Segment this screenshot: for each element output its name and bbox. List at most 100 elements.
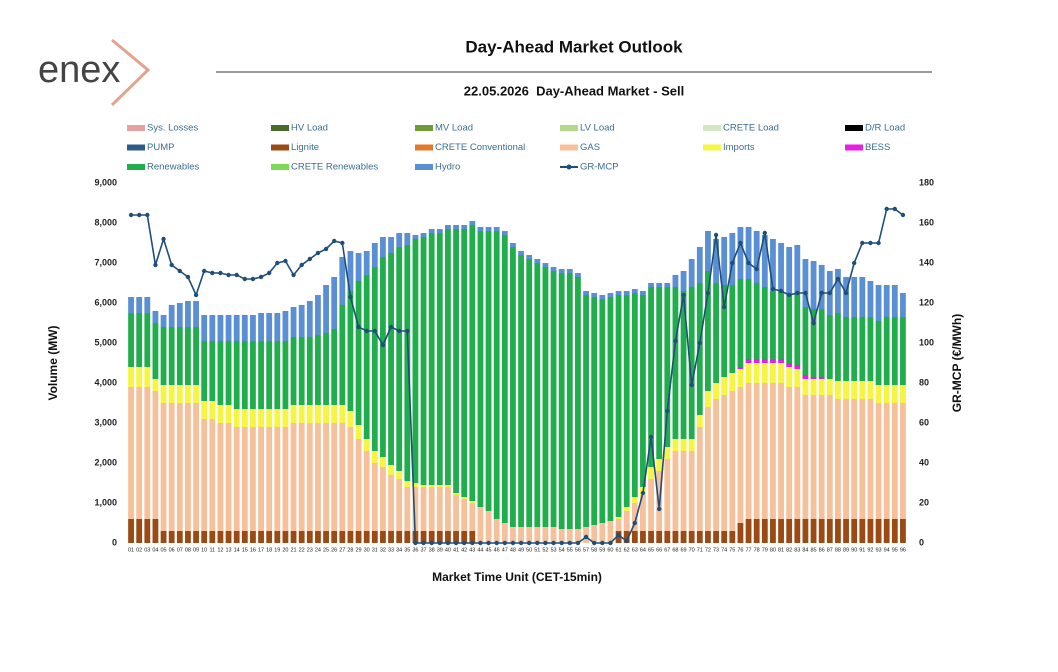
bar-segment — [469, 225, 476, 501]
bar-segment — [859, 317, 866, 381]
bar-segment — [315, 405, 321, 423]
y2-tick-label: 100 — [919, 337, 934, 347]
bar-segment — [875, 519, 882, 543]
price-marker — [624, 538, 629, 544]
bar-segment — [168, 327, 175, 385]
bar-segment — [648, 479, 654, 531]
bar-segment — [672, 439, 679, 451]
x-tick-label: 43 — [469, 547, 475, 553]
bar-segment — [818, 377, 825, 379]
bar-segment — [176, 403, 183, 531]
bar-segment — [380, 257, 386, 457]
legend-swatch — [127, 125, 145, 131]
bar-segment — [136, 367, 143, 387]
bar-segment — [753, 359, 760, 363]
bar-segment — [193, 385, 199, 403]
x-tick-label: 19 — [274, 547, 280, 553]
bar-segment — [542, 267, 549, 527]
x-tick-label: 11 — [209, 547, 215, 553]
price-marker — [705, 290, 711, 296]
price-marker — [348, 294, 353, 300]
x-tick-label: 69 — [681, 547, 687, 553]
x-tick-label: 10 — [201, 547, 207, 553]
price-marker — [681, 292, 686, 298]
bar-segment — [436, 531, 443, 543]
bar-segment — [209, 419, 216, 531]
bar-segment — [810, 519, 817, 543]
bar-segment — [363, 531, 370, 543]
bar-segment — [770, 239, 776, 291]
bar-segment — [696, 427, 703, 531]
bar-segment — [339, 531, 346, 543]
bar-segment — [266, 409, 273, 427]
x-tick-label: 57 — [583, 547, 589, 553]
legend-swatch — [560, 144, 578, 151]
bar-segment — [250, 315, 256, 341]
price-marker — [461, 540, 467, 546]
price-marker — [323, 246, 329, 252]
price-marker — [656, 506, 662, 512]
bar-segment — [688, 451, 695, 531]
bar-segment — [501, 231, 508, 235]
bar-segment — [891, 403, 898, 519]
bar-segment — [664, 531, 671, 543]
bar-segment — [404, 487, 411, 531]
bar-segment — [640, 295, 646, 487]
y-tick-label: 2,000 — [94, 457, 117, 467]
bar-segment — [826, 395, 833, 519]
bar-segment — [404, 531, 411, 543]
bar-segment — [794, 365, 801, 369]
bar-segment — [648, 467, 654, 479]
y2-tick-label: 180 — [919, 177, 934, 187]
x-tick-label: 26 — [331, 547, 337, 553]
bar-segment — [428, 531, 435, 543]
bar-segment — [810, 261, 817, 309]
bar-segment — [176, 327, 183, 385]
bar-segment — [274, 341, 281, 409]
bar-segment — [209, 341, 216, 401]
price-marker — [811, 320, 816, 326]
bar-segment — [778, 359, 784, 363]
bar-segment — [851, 519, 858, 543]
bar-segment — [623, 507, 630, 511]
bar-segment — [176, 303, 183, 327]
bar-segment — [786, 363, 793, 367]
bar-segment — [290, 531, 297, 543]
y2-tick-label: 0 — [919, 537, 924, 547]
bar-segment — [363, 251, 370, 275]
bar-segment — [298, 423, 305, 531]
bar-segment — [745, 383, 752, 519]
bar-segment — [290, 337, 297, 405]
bar-segment — [526, 255, 533, 259]
bar-segment — [615, 295, 622, 517]
y-tick-label: 5,000 — [94, 337, 117, 347]
x-tick-label: 27 — [339, 547, 345, 553]
bar-segment — [128, 387, 134, 519]
bar-segment — [615, 519, 622, 531]
bar-segment — [201, 531, 208, 543]
y2-tick-label: 140 — [919, 257, 934, 267]
x-tick-label: 67 — [664, 547, 670, 553]
x-tick-label: 06 — [169, 547, 175, 553]
bar-segment — [315, 295, 321, 335]
bar-segment — [810, 395, 817, 519]
x-tick-label: 47 — [502, 547, 508, 553]
bar-segment — [875, 385, 882, 403]
x-tick-label: 78 — [754, 547, 760, 553]
bar-segment — [843, 317, 849, 381]
bar-segment — [152, 323, 159, 379]
y-tick-label: 9,000 — [94, 177, 117, 187]
bar-segment — [883, 317, 890, 385]
bar-segment — [445, 229, 451, 485]
bar-segment — [331, 329, 338, 405]
x-tick-label: 80 — [770, 547, 776, 553]
bar-segment — [753, 383, 760, 519]
bar-segment — [802, 395, 809, 519]
x-tick-label: 87 — [827, 547, 833, 553]
bar-segment — [753, 363, 760, 383]
bar-segment — [770, 519, 776, 543]
price-marker — [778, 288, 784, 294]
bar-segment — [396, 471, 403, 479]
x-tick-label: 55 — [567, 547, 573, 553]
bar-segment — [891, 317, 898, 385]
